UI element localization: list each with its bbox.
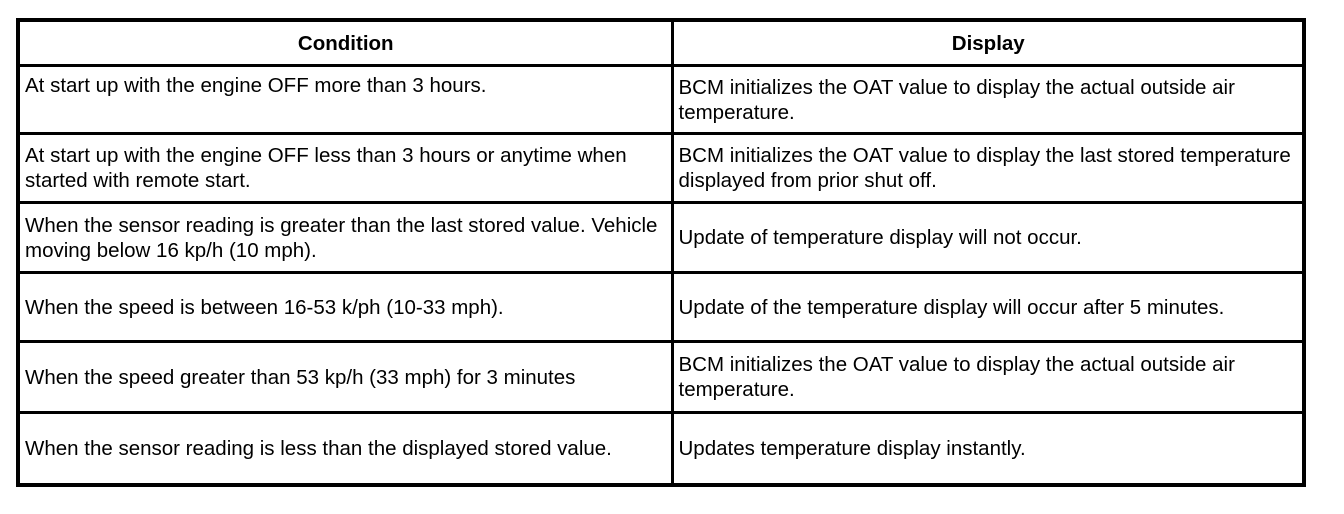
header-display: Display [670, 18, 1306, 67]
table-row: At start up with the engine OFF more tha… [16, 64, 1306, 135]
condition-cell: When the speed greater than 53 kp/h (33 … [16, 340, 674, 414]
display-cell: Update of the temperature display will o… [670, 271, 1306, 343]
condition-cell: At start up with the engine OFF less tha… [16, 132, 674, 204]
display-cell: BCM initializes the OAT value to display… [670, 64, 1306, 135]
table-header-row: Condition Display [16, 18, 1306, 67]
condition-cell: At start up with the engine OFF more tha… [16, 64, 674, 135]
table-row: When the sensor reading is greater than … [16, 201, 1306, 274]
table-row: When the sensor reading is less than the… [16, 411, 1306, 486]
table-row: When the speed greater than 53 kp/h (33 … [16, 340, 1306, 414]
display-cell: Update of temperature display will not o… [670, 201, 1306, 274]
condition-cell: When the speed is between 16-53 k/ph (10… [16, 271, 674, 343]
table-row: When the speed is between 16-53 k/ph (10… [16, 271, 1306, 343]
display-cell: BCM initializes the OAT value to display… [670, 132, 1306, 204]
condition-cell: When the sensor reading is less than the… [16, 411, 674, 486]
display-cell: Updates temperature display instantly. [670, 411, 1306, 486]
header-condition: Condition [16, 18, 674, 67]
table-row: At start up with the engine OFF less tha… [16, 132, 1306, 204]
condition-cell: When the sensor reading is greater than … [16, 201, 674, 274]
display-cell: BCM initializes the OAT value to display… [670, 340, 1306, 414]
condition-display-table: Condition Display At start up with the e… [16, 18, 1306, 487]
